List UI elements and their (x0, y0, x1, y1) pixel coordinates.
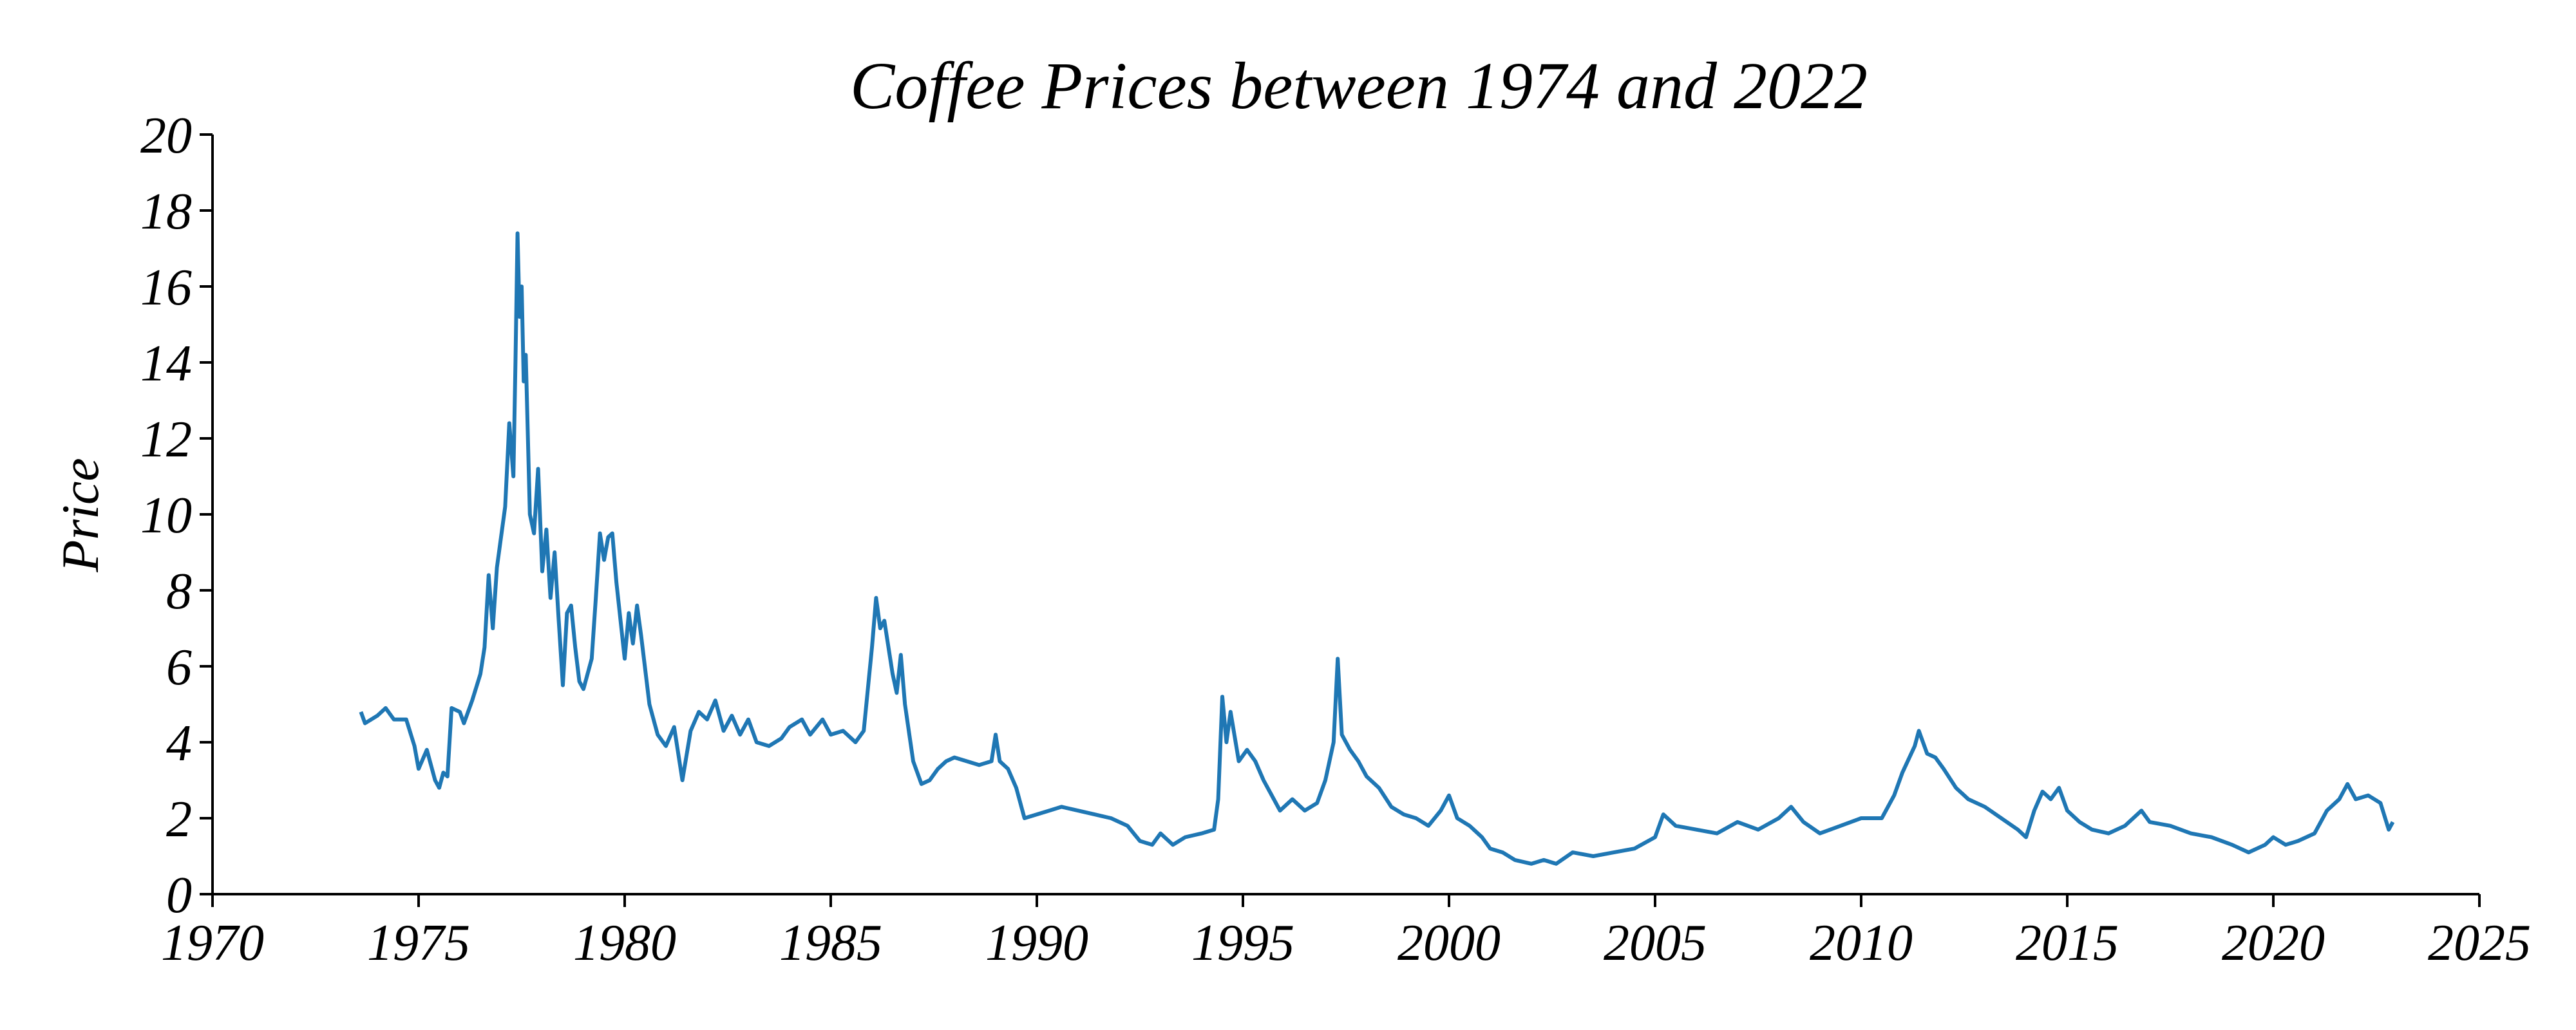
x-tick-label: 1970 (161, 915, 264, 971)
y-tick-label: 14 (140, 335, 192, 392)
x-tick-label: 1985 (779, 915, 882, 971)
y-tick-label: 12 (140, 411, 192, 468)
chart-title: Coffee Prices between 1974 and 2022 (850, 49, 1868, 123)
x-tick-label: 1980 (573, 915, 676, 971)
y-tick-label: 16 (140, 259, 192, 316)
x-tick-label: 1995 (1191, 915, 1294, 971)
x-tick-label: 2025 (2428, 915, 2531, 971)
x-tick-label: 2020 (2222, 915, 2325, 971)
y-tick-label: 20 (140, 108, 192, 164)
y-tick-label: 18 (140, 183, 192, 240)
y-tick-label: 8 (166, 563, 192, 620)
y-axis-label: Price (51, 458, 109, 573)
x-tick-label: 2010 (1810, 915, 1913, 971)
price-line (359, 231, 2395, 866)
x-tick-label: 1990 (985, 915, 1088, 971)
x-tick-label: 2005 (1604, 915, 1707, 971)
y-tick-label: 4 (166, 715, 192, 772)
y-tick-label: 0 (166, 867, 192, 924)
x-tick-label: 1975 (367, 915, 470, 971)
x-tick-label: 2000 (1397, 915, 1501, 971)
y-tick-label: 10 (140, 487, 192, 544)
y-tick-label: 6 (166, 639, 192, 696)
x-tick-label: 2015 (2016, 915, 2119, 971)
y-tick-label: 2 (166, 791, 192, 848)
